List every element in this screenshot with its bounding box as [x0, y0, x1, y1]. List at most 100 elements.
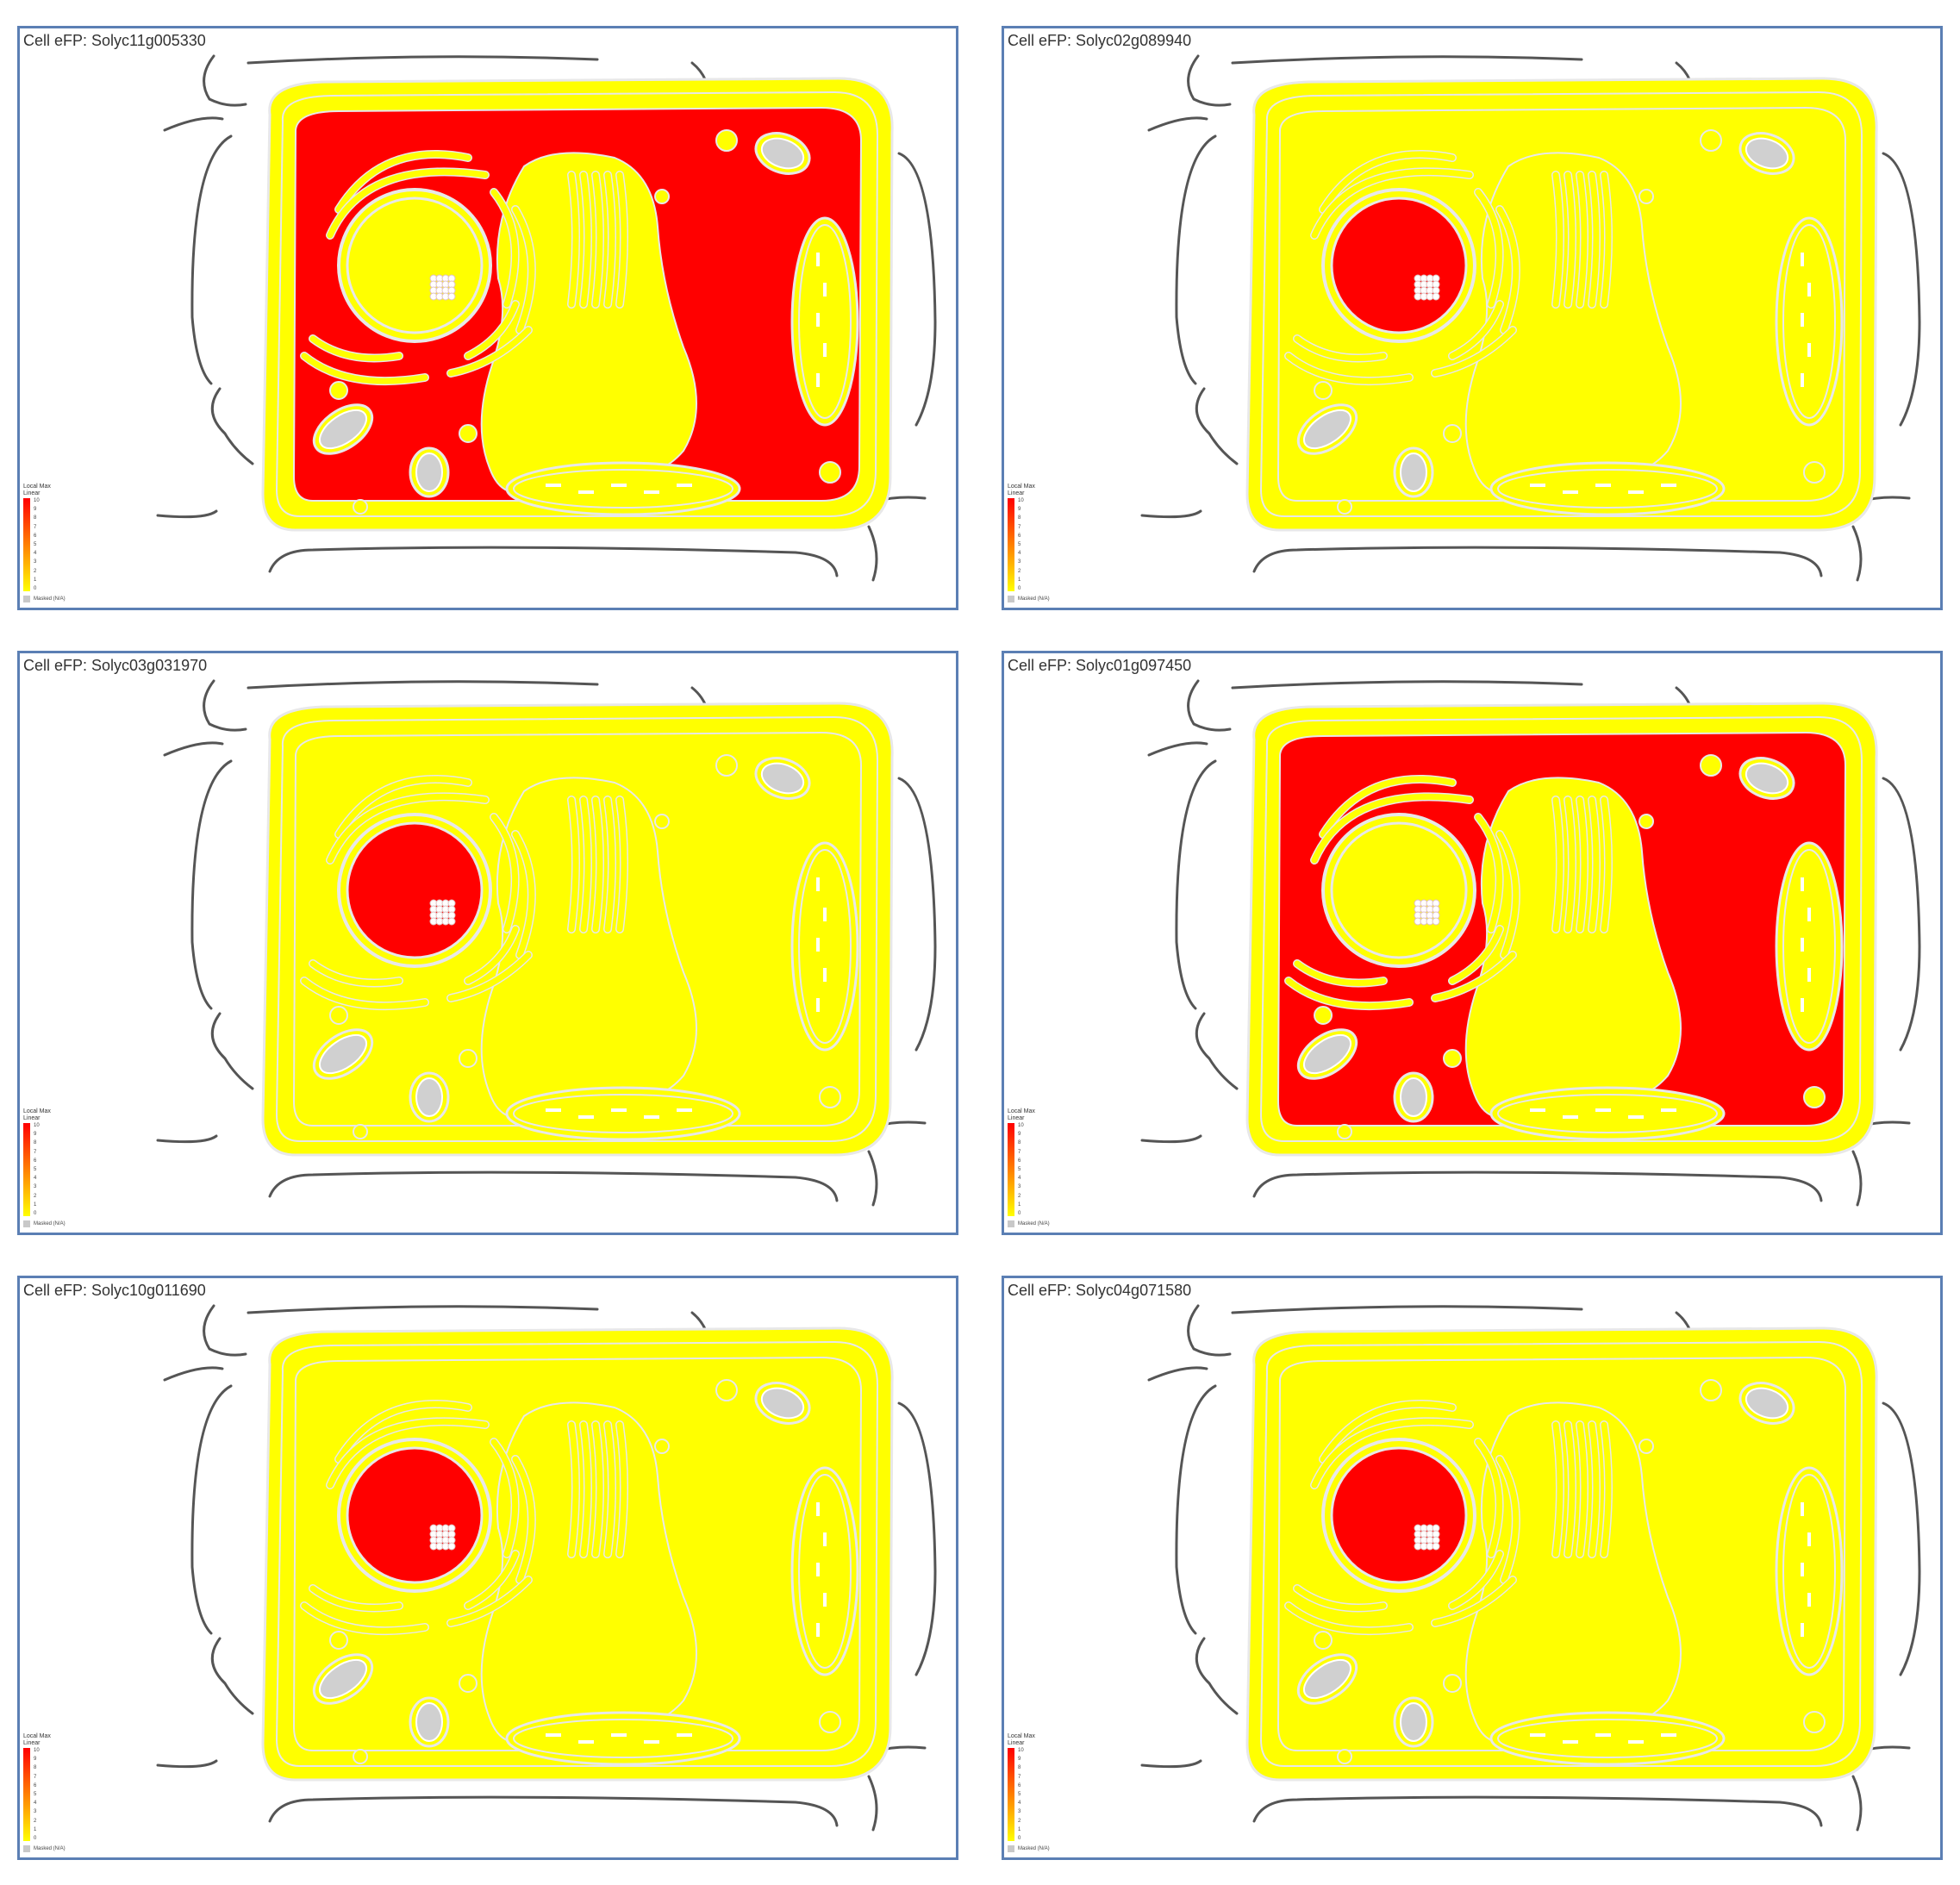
nuclear-pore: [1360, 1451, 1366, 1457]
cell-wall: [190, 759, 233, 1010]
mitochondrion-cristae: [1400, 1702, 1427, 1742]
nuclear-pore: [1360, 324, 1366, 330]
panel-title: Cell eFP: Solyc02g089940: [1008, 32, 1192, 49]
thylakoid: [677, 484, 692, 487]
golgi-cisterna: [616, 1421, 627, 1557]
chloroplast: [1489, 461, 1726, 516]
cell-wall: [1140, 509, 1202, 519]
mitochondrion: [1393, 446, 1434, 498]
cell-wall: [867, 525, 878, 582]
thylakoid: [644, 1115, 659, 1119]
nuclear-pore: [1396, 816, 1401, 821]
thylakoid: [611, 1108, 627, 1112]
cell-wall: [897, 1401, 937, 1676]
mitochondrion: [1393, 1071, 1434, 1123]
endoplasmic-reticulum: [465, 1551, 519, 1609]
legend-tick-label: 9: [1018, 1757, 1021, 1763]
cell-wall: [163, 1366, 224, 1382]
cell-wall: [1187, 54, 1232, 107]
nuclear-pore: [376, 949, 382, 955]
cell-wall: [1147, 741, 1208, 757]
nucleolus: [429, 899, 456, 926]
mitochondrion: [1296, 403, 1358, 455]
golgi-cisterna: [1601, 1421, 1612, 1557]
cell-wall: [1252, 1170, 1823, 1202]
masked-swatch: [23, 1220, 30, 1227]
thylakoid: [823, 1593, 827, 1607]
legend-color-bar: [1008, 1748, 1014, 1841]
legend-scale: 10 9 8 7 6 5 4 3 2 1 0: [23, 1123, 127, 1216]
legend-tick-label: 2: [34, 1193, 37, 1199]
cell-wall: [156, 509, 218, 519]
golgi-cisterna: [592, 172, 603, 308]
legend-scale-type: Linear: [23, 490, 41, 496]
legend-masked: Masked (N/A): [23, 1845, 127, 1853]
nucleus: [1330, 821, 1468, 959]
golgi-cisterna: [592, 796, 603, 933]
endoplasmic-reticulum: [335, 1401, 471, 1463]
nuclear-pore: [340, 263, 346, 268]
thylakoid: [1801, 1563, 1804, 1576]
nuclear-pore: [1432, 1451, 1438, 1457]
cell-wall: [203, 1304, 247, 1357]
endoplasmic-reticulum: [1294, 335, 1387, 361]
endoplasmic-reticulum: [309, 960, 403, 986]
golgi-cisterna: [1564, 172, 1576, 308]
nuclear-pore: [1432, 324, 1438, 330]
legend-title: Local Max: [1008, 1733, 1035, 1739]
endoplasmic-reticulum: [447, 952, 532, 1002]
nucleolus-granule: [1432, 917, 1440, 926]
legend-tick-label: 4: [1018, 1801, 1021, 1807]
endoplasmic-reticulum: [1475, 1439, 1503, 1557]
cell-wall: [210, 1012, 254, 1090]
nuclear-pore: [1468, 1513, 1473, 1518]
cell-wall: [268, 1170, 839, 1202]
nuclear-pore: [412, 1441, 417, 1446]
thylakoid: [546, 484, 561, 487]
chloroplast: [505, 461, 741, 516]
legend-scale: 10 9 8 7 6 5 4 3 2 1 0: [1008, 498, 1111, 591]
legend-tick-label: 3: [1018, 559, 1021, 565]
nuclear-pore: [447, 949, 453, 955]
chloroplast: [1775, 216, 1844, 427]
endoplasmic-reticulum: [1432, 327, 1516, 377]
cell-wall: [210, 1637, 254, 1715]
nucleolus-granule: [1432, 1542, 1440, 1551]
chloroplast: [1489, 1711, 1726, 1766]
thylakoid: [1807, 968, 1811, 982]
legend-tick-label: 4: [34, 1176, 37, 1182]
nuclear-pore: [1468, 888, 1473, 893]
vesicle: [1639, 814, 1654, 829]
cell-wall: [268, 546, 839, 577]
chloroplast-inner-membrane: [513, 1094, 733, 1133]
legend-tick-label: 9: [1018, 1132, 1021, 1138]
masked-swatch: [1008, 1220, 1014, 1227]
golgi-cisterna: [616, 172, 627, 308]
legend-tick-label: 10: [34, 1123, 40, 1128]
nuclear-pore: [376, 201, 382, 207]
cell-wall: [1175, 1384, 1217, 1635]
thylakoid: [578, 1115, 594, 1119]
mitochondrion-cristae: [760, 1387, 805, 1420]
legend-masked: Masked (N/A): [1008, 1845, 1111, 1853]
cell-wall: [1851, 525, 1863, 582]
thylakoid: [816, 253, 820, 266]
legend-tick-label: 4: [1018, 551, 1021, 557]
legend-tick-label: 7: [34, 1774, 37, 1780]
nuclear-pore: [1458, 298, 1464, 304]
legend-tick-label: 7: [34, 524, 37, 530]
nuclear-pore: [447, 1451, 453, 1457]
endoplasmic-reticulum: [1496, 1456, 1520, 1583]
nuclear-pore: [1458, 852, 1464, 858]
thylakoid: [1801, 373, 1804, 387]
vesicle: [329, 1631, 348, 1650]
golgi-cisterna: [1589, 172, 1600, 308]
legend-masked: Masked (N/A): [23, 1220, 127, 1228]
mitochondrion: [312, 1028, 374, 1080]
masked-swatch: [1008, 596, 1014, 602]
nuclear-pore: [1396, 334, 1401, 340]
mitochondrion-cristae: [1302, 409, 1352, 450]
legend-tick-label: 1: [34, 1826, 37, 1832]
golgi-cisterna: [1601, 172, 1612, 308]
thylakoid: [1801, 313, 1804, 327]
